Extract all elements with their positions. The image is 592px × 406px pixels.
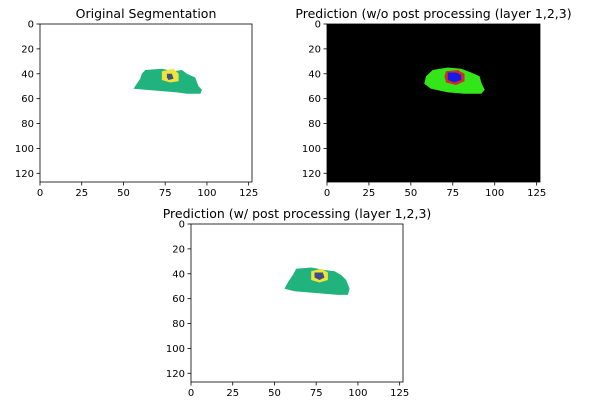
y-tick-label: 120 bbox=[302, 169, 321, 180]
x-tick-label: 25 bbox=[363, 188, 376, 199]
x-tick-label: 50 bbox=[268, 388, 281, 399]
y-tick-label: 20 bbox=[21, 44, 34, 55]
x-tick-label: 125 bbox=[239, 188, 258, 199]
y-tick-label: 80 bbox=[172, 319, 185, 330]
x-axis-ticks: 0 25 50 75 100 125 bbox=[37, 182, 258, 199]
y-tick-label: 40 bbox=[172, 269, 185, 280]
y-tick-label: 80 bbox=[308, 119, 321, 130]
x-tick-label: 25 bbox=[75, 188, 88, 199]
y-tick-label: 40 bbox=[308, 69, 321, 80]
x-tick-label: 100 bbox=[348, 388, 367, 399]
y-axis-ticks: 0 20 40 60 80 100 120 bbox=[166, 220, 191, 380]
y-tick-label: 60 bbox=[21, 94, 34, 105]
x-axis-ticks: 0 25 50 75 100 125 bbox=[188, 382, 409, 399]
subplot-prediction-with-post-processing: Prediction (w/ post processing (layer 1,… bbox=[163, 206, 432, 399]
x-tick-label: 125 bbox=[527, 188, 546, 199]
x-tick-label: 0 bbox=[188, 388, 194, 399]
image-area bbox=[40, 24, 252, 182]
x-tick-label: 25 bbox=[226, 388, 239, 399]
x-tick-label: 50 bbox=[117, 188, 130, 199]
segmentation-layer-3 bbox=[314, 272, 325, 280]
subplot-original-segmentation: Original Segmentation 0 25 50 75 100 125 0 20 4… bbox=[15, 6, 258, 199]
axes-frame bbox=[190, 223, 404, 383]
x-axis-ticks: 0 25 50 75 100 125 bbox=[324, 182, 546, 199]
y-tick-label: 40 bbox=[21, 69, 34, 80]
x-tick-label: 75 bbox=[446, 188, 459, 199]
x-tick-label: 125 bbox=[390, 388, 409, 399]
subplot-prediction-without-post-processing: Prediction (w/o post processing (layer 1… bbox=[295, 6, 571, 199]
x-tick-label: 0 bbox=[324, 188, 330, 199]
y-tick-label: 60 bbox=[172, 294, 185, 305]
y-tick-label: 0 bbox=[315, 20, 321, 31]
x-tick-label: 75 bbox=[159, 188, 172, 199]
axes-frame bbox=[326, 23, 541, 183]
y-tick-label: 0 bbox=[28, 20, 34, 31]
y-tick-label: 100 bbox=[166, 344, 185, 355]
y-tick-label: 20 bbox=[172, 244, 185, 255]
y-tick-label: 120 bbox=[166, 369, 185, 380]
y-tick-label: 80 bbox=[21, 119, 34, 130]
x-tick-label: 75 bbox=[310, 388, 323, 399]
y-axis-ticks: 0 20 40 60 80 100 120 bbox=[15, 20, 40, 180]
y-tick-label: 0 bbox=[179, 220, 185, 231]
y-axis-ticks: 0 20 40 60 80 100 120 bbox=[302, 20, 327, 180]
y-tick-label: 20 bbox=[308, 44, 321, 55]
subplot-title: Prediction (w/ post processing (layer 1,… bbox=[163, 206, 432, 221]
segmentation-layer-3 bbox=[166, 73, 174, 80]
image-area bbox=[327, 24, 540, 182]
y-tick-label: 60 bbox=[308, 94, 321, 105]
y-tick-label: 120 bbox=[15, 169, 34, 180]
y-tick-label: 100 bbox=[15, 144, 34, 155]
subplot-title: Original Segmentation bbox=[76, 6, 217, 21]
x-tick-label: 50 bbox=[404, 188, 417, 199]
x-tick-label: 100 bbox=[485, 188, 504, 199]
y-tick-label: 100 bbox=[302, 144, 321, 155]
segmentation-layer-3 bbox=[447, 72, 462, 83]
subplot-title: Prediction (w/o post processing (layer 1… bbox=[295, 6, 571, 21]
image-area bbox=[191, 224, 403, 382]
x-tick-label: 100 bbox=[197, 188, 216, 199]
x-tick-label: 0 bbox=[37, 188, 43, 199]
axes-frame bbox=[39, 23, 253, 183]
